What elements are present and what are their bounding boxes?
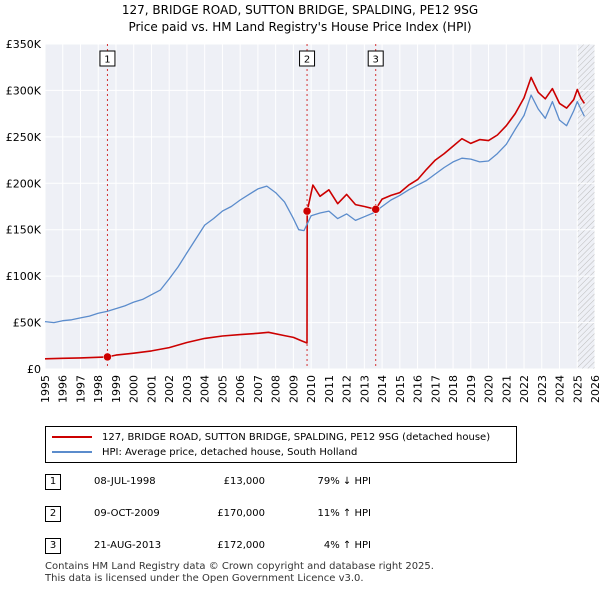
legend-label-hpi: HPI: Average price, detached house, Sout… xyxy=(102,446,358,458)
legend: 127, BRIDGE ROAD, SUTTON BRIDGE, SPALDIN… xyxy=(45,426,517,463)
x-tick-label: 2011 xyxy=(323,375,336,403)
sale-price: £170,000 xyxy=(217,508,265,519)
x-tick-label: 2019 xyxy=(465,375,478,403)
sale-date: 08-JUL-1998 xyxy=(94,476,156,487)
x-tick-label: 2010 xyxy=(305,375,318,403)
x-tick-label: 2004 xyxy=(199,375,212,403)
sale-marker-label: 3 xyxy=(373,55,379,66)
property-line xyxy=(44,76,586,360)
price-chart: £0 £50K £100K £150K £200K £250K £300K £350K 1995… xyxy=(6,38,600,403)
chart-title: 127, BRIDGE ROAD, SUTTON BRIDGE, SPALDIN… xyxy=(121,3,479,17)
x-tick-label: 2000 xyxy=(128,375,141,403)
y-tick-label: £300K xyxy=(6,84,42,97)
x-tick-label: 2007 xyxy=(252,375,265,403)
sale-row: 2 09-OCT-2009 £170,000 11% ↑ HPI xyxy=(45,506,375,524)
y-tick-label: £200K xyxy=(6,177,42,190)
x-tick-label: 2024 xyxy=(554,375,567,403)
sale-badge: 2 xyxy=(45,506,61,522)
x-tick-label: 2006 xyxy=(234,375,247,403)
footer-copyright: Contains HM Land Registry data © Crown c… xyxy=(45,561,434,572)
sale-date: 09-OCT-2009 xyxy=(94,508,160,519)
x-tick-label: 1995 xyxy=(39,375,52,403)
x-tick-label: 2005 xyxy=(216,375,229,403)
footer-licence: This data is licensed under the Open Gov… xyxy=(45,573,364,584)
sale-price: £13,000 xyxy=(223,476,265,487)
x-tick-label: 2022 xyxy=(518,375,531,403)
x-tick-label: 2017 xyxy=(429,375,442,403)
x-tick-label: 2014 xyxy=(376,375,389,403)
sale-marker-box xyxy=(299,50,316,67)
legend-label-property: 127, BRIDGE ROAD, SUTTON BRIDGE, SPALDIN… xyxy=(102,431,491,443)
x-tick-label: 2009 xyxy=(287,375,300,403)
y-tick-label: £350K xyxy=(6,38,42,51)
sale-row: 3 21-AUG-2013 £172,000 4% ↑ HPI xyxy=(45,538,375,556)
plot-area xyxy=(45,44,595,369)
y-tick-label: £150K xyxy=(6,224,42,237)
x-tick-label: 2025 xyxy=(571,375,584,403)
x-tick-label: 2021 xyxy=(500,375,513,403)
legend-item-property: 127, BRIDGE ROAD, SUTTON BRIDGE, SPALDIN… xyxy=(52,430,490,444)
sale-point xyxy=(371,205,380,214)
x-tick-label: 2003 xyxy=(181,375,194,403)
sale-point xyxy=(103,352,112,362)
x-tick-label: 2015 xyxy=(394,375,407,403)
y-tick-label: £250K xyxy=(6,131,42,144)
forecast-region xyxy=(577,44,595,369)
sale-point xyxy=(302,206,312,216)
hpi-line xyxy=(44,94,585,324)
x-tick-label: 1997 xyxy=(74,375,87,403)
sale-marker-box xyxy=(99,50,116,67)
chart-subtitle: Price paid vs. HM Land Registry's House … xyxy=(128,20,472,34)
x-tick-label: 2018 xyxy=(447,375,460,403)
sale-row: 1 08-JUL-1998 £13,000 79% ↓ HPI xyxy=(45,474,375,492)
y-tick-label: £50K xyxy=(13,317,42,330)
x-tick-label: 2023 xyxy=(536,375,549,403)
sale-hpi-diff: 11% ↑ HPI xyxy=(317,508,371,519)
sale-hpi-diff: 4% ↑ HPI xyxy=(323,540,371,551)
legend-swatch-hpi xyxy=(52,451,92,453)
x-tick-label: 2008 xyxy=(270,375,283,403)
x-tick-label: 2012 xyxy=(341,375,354,403)
x-tick-label: 2016 xyxy=(412,375,425,403)
sale-marker-box xyxy=(367,50,384,67)
sale-hpi-diff: 79% ↓ HPI xyxy=(317,476,371,487)
legend-swatch-property xyxy=(52,436,92,438)
sale-badge: 1 xyxy=(45,474,61,490)
x-tick-label: 2013 xyxy=(358,375,371,403)
x-tick-label: 1998 xyxy=(92,375,105,403)
legend-item-hpi: HPI: Average price, detached house, Sout… xyxy=(52,445,357,459)
y-tick-label: £100K xyxy=(6,270,42,283)
x-tick-label: 2002 xyxy=(163,375,176,403)
sale-date: 21-AUG-2013 xyxy=(94,540,162,551)
sale-marker-label: 2 xyxy=(304,55,310,66)
sale-marker-label: 1 xyxy=(104,55,110,66)
sale-badge: 3 xyxy=(45,538,61,554)
x-tick-label: 2001 xyxy=(145,375,158,403)
y-tick-label: £0 xyxy=(27,363,41,376)
x-tick-label: 1999 xyxy=(110,375,123,403)
x-tick-label: 2020 xyxy=(483,375,496,403)
sale-price: £172,000 xyxy=(217,540,265,551)
x-tick-label: 2026 xyxy=(589,375,600,403)
x-tick-label: 1996 xyxy=(57,375,70,403)
